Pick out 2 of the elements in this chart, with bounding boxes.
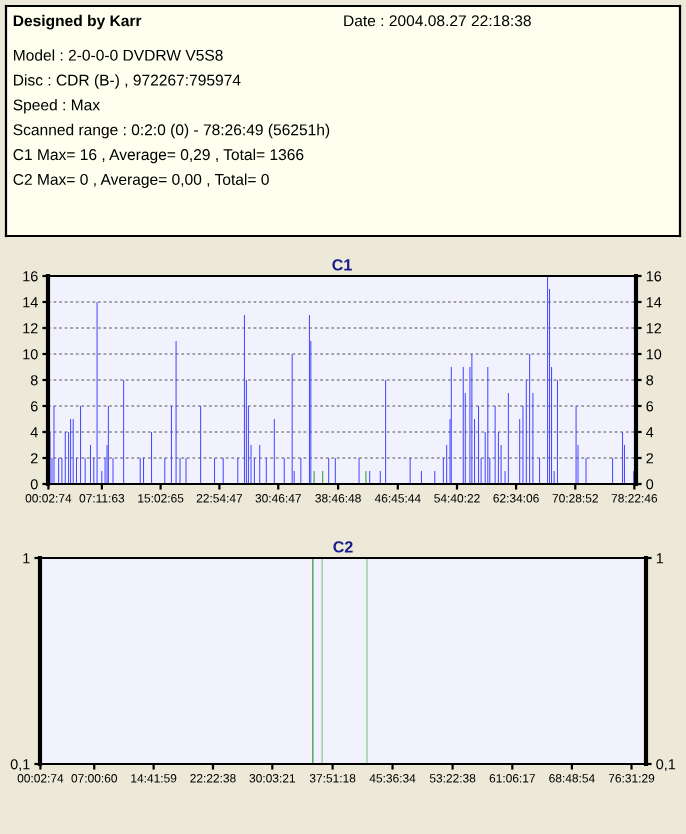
chart-title: C1 bbox=[332, 259, 352, 271]
chart-title: C2 bbox=[333, 541, 353, 553]
